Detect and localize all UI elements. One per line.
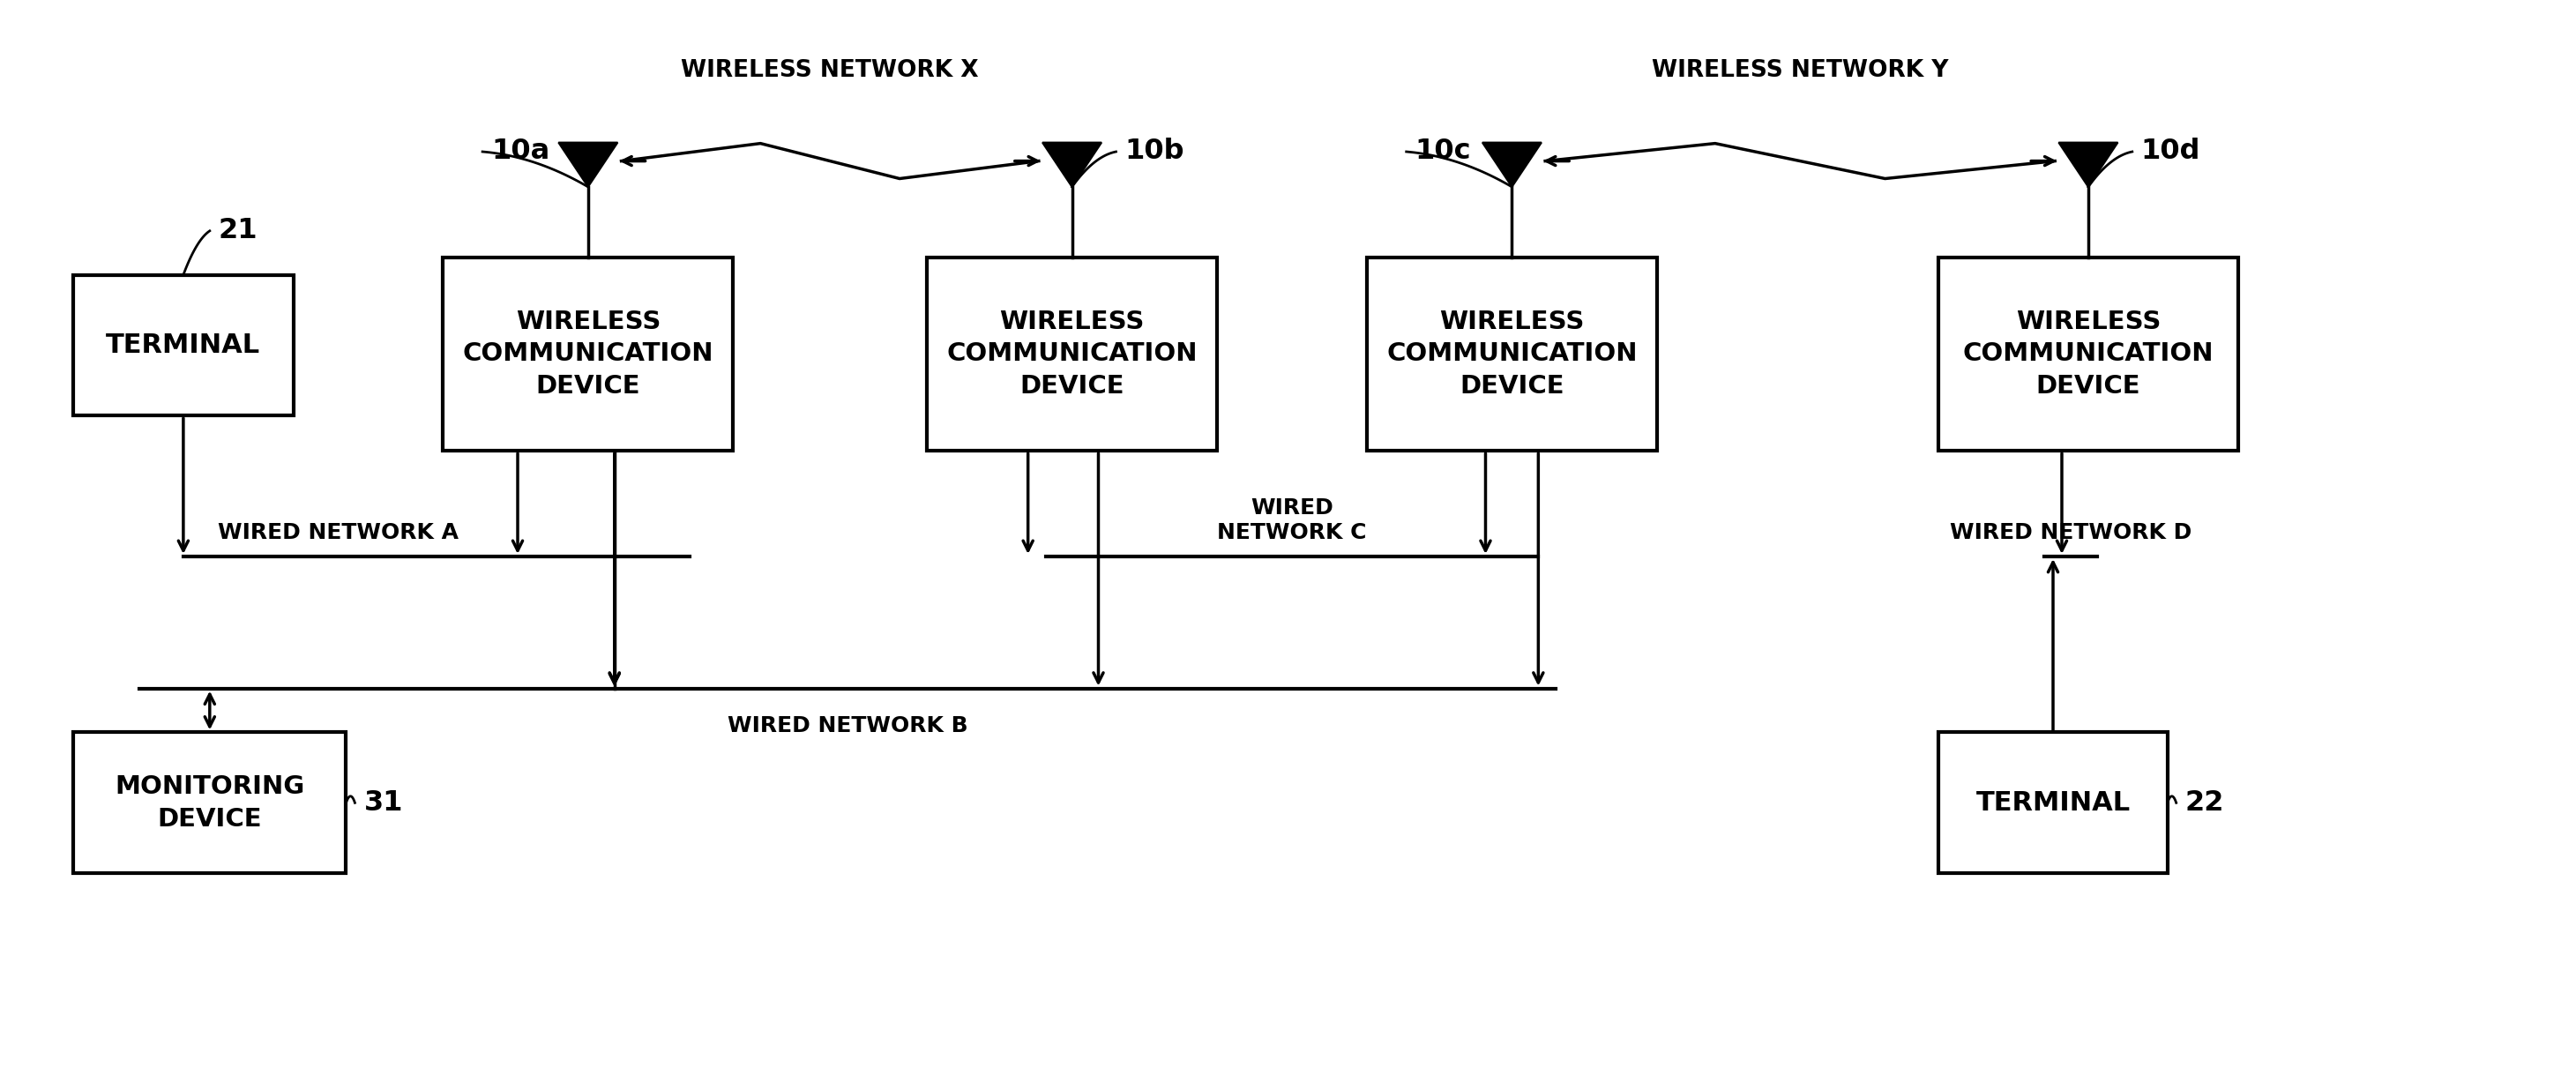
Polygon shape [1481, 142, 1540, 187]
FancyBboxPatch shape [1940, 257, 2239, 451]
Text: TERMINAL: TERMINAL [106, 332, 260, 358]
FancyBboxPatch shape [72, 274, 294, 415]
Text: 10b: 10b [1126, 138, 1185, 166]
Text: 21: 21 [219, 217, 258, 245]
Text: MONITORING
DEVICE: MONITORING DEVICE [116, 774, 304, 831]
FancyBboxPatch shape [443, 257, 734, 451]
Text: WIRELESS NETWORK X: WIRELESS NETWORK X [680, 59, 979, 82]
Text: WIRED NETWORK A: WIRED NETWORK A [219, 522, 459, 544]
FancyBboxPatch shape [927, 257, 1218, 451]
Polygon shape [559, 142, 618, 187]
Text: WIRELESS
COMMUNICATION
DEVICE: WIRELESS COMMUNICATION DEVICE [945, 310, 1198, 398]
Text: 31: 31 [363, 789, 402, 816]
Text: WIRED
NETWORK C: WIRED NETWORK C [1218, 498, 1368, 544]
Text: 10c: 10c [1414, 138, 1471, 166]
Text: WIRELESS NETWORK Y: WIRELESS NETWORK Y [1651, 59, 1947, 82]
FancyBboxPatch shape [72, 733, 345, 874]
FancyBboxPatch shape [1368, 257, 1656, 451]
Text: 10a: 10a [492, 138, 549, 166]
Text: 22: 22 [2184, 789, 2223, 816]
FancyBboxPatch shape [1940, 733, 2166, 874]
Polygon shape [2058, 142, 2117, 187]
Text: WIRELESS
COMMUNICATION
DEVICE: WIRELESS COMMUNICATION DEVICE [1963, 310, 2213, 398]
Text: WIRED NETWORK B: WIRED NETWORK B [726, 714, 969, 736]
Text: WIRED NETWORK D: WIRED NETWORK D [1950, 522, 2192, 544]
Text: 10d: 10d [2141, 138, 2200, 166]
Text: TERMINAL: TERMINAL [1976, 790, 2130, 816]
Polygon shape [1043, 142, 1103, 187]
Text: WIRELESS
COMMUNICATION
DEVICE: WIRELESS COMMUNICATION DEVICE [464, 310, 714, 398]
Text: WIRELESS
COMMUNICATION
DEVICE: WIRELESS COMMUNICATION DEVICE [1386, 310, 1638, 398]
